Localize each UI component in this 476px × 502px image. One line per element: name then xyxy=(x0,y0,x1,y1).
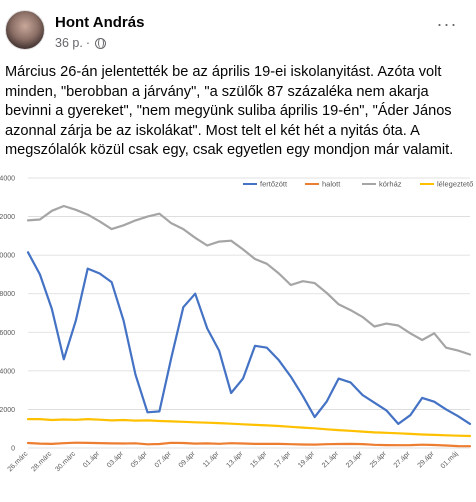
y-tick-label: 14000 xyxy=(0,176,15,183)
legend-label: lélegeztető xyxy=(437,180,473,189)
x-tick-label: 26.márc xyxy=(7,450,30,473)
y-tick-label: 2000 xyxy=(0,407,15,414)
line-chart: 1400012000100008000600040002000026.márc2… xyxy=(0,170,476,502)
x-tick-label: 09.ápr xyxy=(178,450,197,469)
y-tick-label: 0 xyxy=(11,446,15,453)
y-tick-label: 4000 xyxy=(0,368,15,375)
x-tick-label: 19.ápr xyxy=(297,450,316,469)
y-tick-label: 10000 xyxy=(0,253,15,260)
series-line-3 xyxy=(26,204,472,356)
x-tick-label: 07.ápr xyxy=(154,450,173,469)
legend-label: kórház xyxy=(379,180,402,189)
post-time[interactable]: 36 p. xyxy=(55,36,83,50)
x-tick-label: 03.ápr xyxy=(106,450,125,469)
author-avatar[interactable] xyxy=(5,10,45,50)
series-line-1 xyxy=(26,251,472,425)
x-tick-label: 17.ápr xyxy=(273,450,292,469)
x-tick-label: 11.ápr xyxy=(202,450,221,469)
x-tick-label: 15.ápr xyxy=(249,450,268,469)
x-tick-label: 23.ápr xyxy=(345,450,364,469)
post-header: Hont András 36 p. · ··· xyxy=(0,0,476,58)
x-tick-label: 30.márc xyxy=(54,450,77,473)
post-meta: 36 p. · xyxy=(55,36,106,50)
x-tick-label: 13.ápr xyxy=(225,450,244,469)
chart-svg: 1400012000100008000600040002000026.márc2… xyxy=(0,176,473,474)
y-tick-label: 12000 xyxy=(0,214,15,221)
post-text: Március 26-án jelentették be az április … xyxy=(5,64,454,158)
y-tick-label: 6000 xyxy=(0,330,15,337)
y-tick-label: 8000 xyxy=(0,291,15,298)
meta-separator: · xyxy=(85,36,90,50)
series-line-4 xyxy=(26,418,472,438)
x-tick-label: 29.ápr xyxy=(417,450,436,469)
x-tick-label: 25.ápr xyxy=(369,450,388,469)
x-tick-label: 21.ápr xyxy=(321,450,340,469)
legend-label: fertőzött xyxy=(260,180,288,189)
x-tick-label: 01.ápr xyxy=(82,450,101,469)
more-options-button[interactable]: ··· xyxy=(436,14,458,34)
x-tick-label: 01.máj xyxy=(440,450,460,470)
x-tick-label: 05.ápr xyxy=(130,450,149,469)
x-tick-label: 28.márc xyxy=(30,450,53,473)
legend-label: halott xyxy=(322,180,341,189)
series-line-2 xyxy=(26,441,472,448)
author-name[interactable]: Hont András xyxy=(55,14,145,31)
x-tick-label: 27.ápr xyxy=(393,450,412,469)
globe-icon xyxy=(94,37,106,49)
